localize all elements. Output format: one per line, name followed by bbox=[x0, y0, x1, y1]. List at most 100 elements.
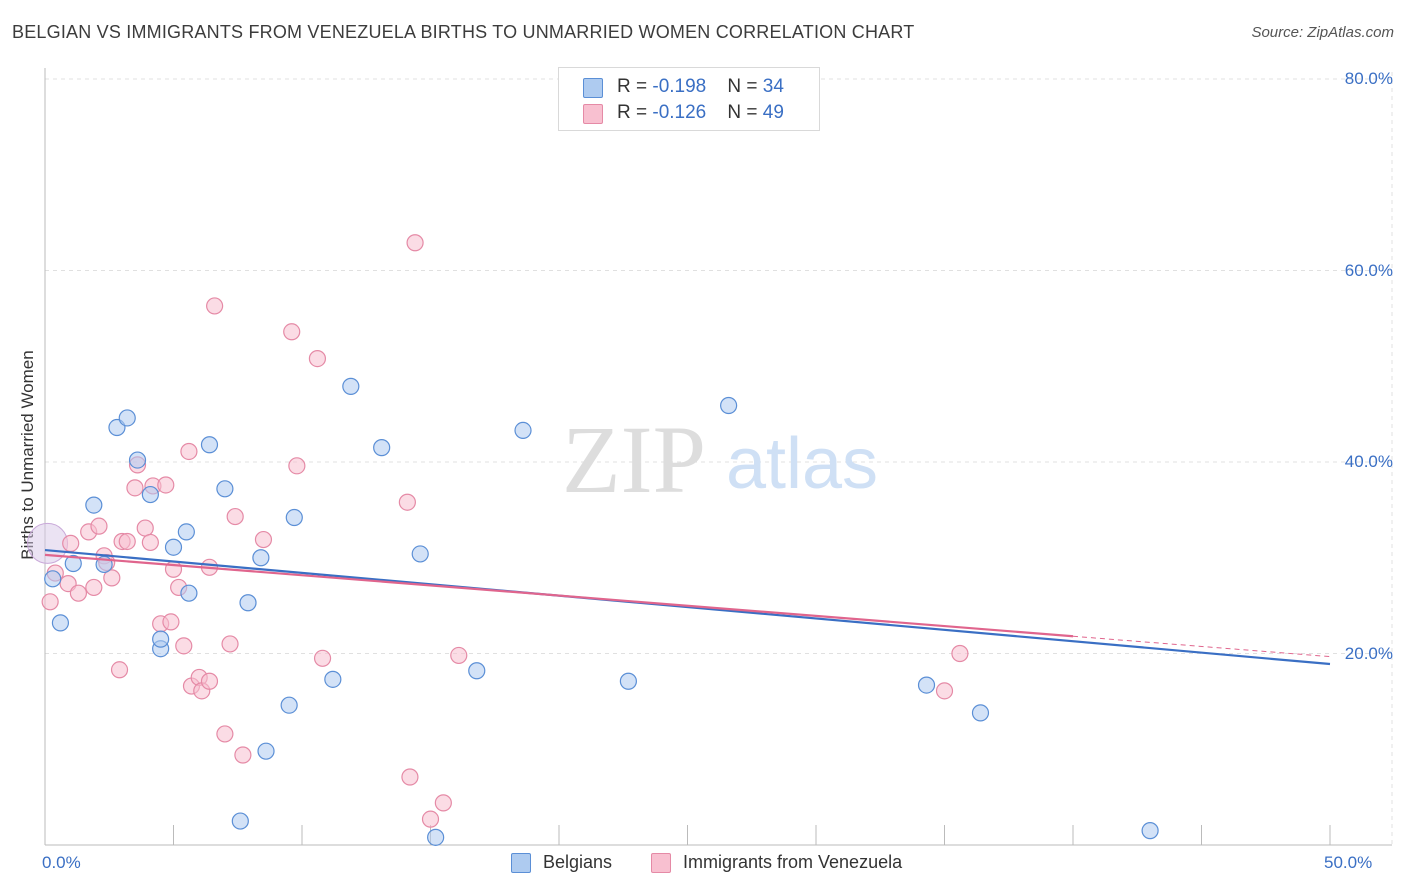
venezuela-point bbox=[254, 530, 273, 549]
belgian-point bbox=[342, 377, 360, 395]
belgian-point bbox=[280, 696, 298, 714]
y-tick-label: 40.0% bbox=[1344, 452, 1393, 471]
venezuela-trend-extension bbox=[1072, 635, 1331, 658]
x-tick-max: 50.0% bbox=[1324, 853, 1373, 872]
legend-r-value: -0.126 bbox=[652, 102, 707, 123]
trend-lines bbox=[44, 548, 1331, 666]
watermark-zip: ZIP bbox=[562, 406, 706, 513]
venezuela-point bbox=[288, 457, 306, 475]
watermark-atlas: atlas bbox=[726, 424, 878, 504]
venezuela-point bbox=[103, 569, 121, 587]
belgian-point bbox=[257, 742, 275, 760]
belgian-point bbox=[427, 828, 445, 846]
venezuela-point bbox=[175, 637, 193, 655]
y-tick-label: 80.0% bbox=[1344, 69, 1393, 88]
venezuela-point bbox=[110, 661, 129, 679]
venezuela-point bbox=[221, 635, 239, 653]
venezuela-point bbox=[216, 725, 234, 743]
belgian-point bbox=[252, 549, 270, 567]
chart-title: BELGIAN VS IMMIGRANTS FROM VENEZUELA BIR… bbox=[12, 22, 915, 42]
venezuela-point bbox=[406, 234, 424, 252]
venezuela-point bbox=[41, 593, 59, 611]
belgian-point bbox=[720, 396, 738, 415]
venezuela-point bbox=[226, 507, 244, 526]
source-label: Source: ZipAtlas.com bbox=[1251, 24, 1394, 41]
belgian-point bbox=[152, 630, 170, 648]
venezuela-point bbox=[62, 534, 80, 552]
belgian-point bbox=[44, 570, 62, 588]
y-tick-label: 20.0% bbox=[1344, 643, 1393, 663]
belgian-point bbox=[468, 662, 486, 680]
belgian-point bbox=[917, 676, 936, 694]
venezuela-point bbox=[162, 613, 180, 631]
venezuela-point bbox=[180, 442, 198, 461]
venezuela-point bbox=[450, 646, 468, 665]
venezuela-point bbox=[118, 532, 136, 551]
belgian-point bbox=[118, 409, 136, 427]
belgian-points bbox=[44, 377, 1159, 846]
bottom-legend-label-belgians: Belgians bbox=[543, 852, 613, 872]
x-tick-min: 0.0% bbox=[42, 853, 81, 872]
belgian-point bbox=[200, 436, 219, 454]
belgian-point bbox=[128, 451, 147, 469]
belgian-point bbox=[164, 538, 183, 556]
belgian-point bbox=[971, 704, 990, 722]
belgian-point bbox=[1141, 822, 1159, 840]
belgian-point bbox=[51, 614, 70, 632]
bottom-legend-label-venezuela: Immigrants from Venezuela bbox=[683, 852, 903, 872]
watermark: ZIP atlas bbox=[562, 406, 878, 513]
venezuela-point bbox=[283, 323, 301, 341]
venezuela-point bbox=[136, 519, 154, 537]
cluster-point bbox=[27, 522, 69, 564]
legend-swatch-belgians bbox=[583, 78, 603, 98]
belgian-point bbox=[411, 545, 429, 563]
venezuela-point bbox=[126, 479, 144, 497]
venezuela-point bbox=[313, 649, 332, 667]
gridlines bbox=[45, 72, 1393, 845]
venezuela-point bbox=[200, 672, 219, 690]
legend-r-label: R = bbox=[617, 76, 653, 97]
belgian-point bbox=[216, 480, 234, 498]
legend-r-label: R = bbox=[617, 102, 653, 123]
venezuela-point bbox=[234, 746, 252, 764]
legend-r-value: -0.198 bbox=[652, 76, 707, 97]
belgian-point bbox=[514, 421, 532, 440]
belgian-point bbox=[177, 523, 195, 541]
bottom-legend-swatch-venezuela bbox=[651, 853, 671, 873]
legend-n-label: N = bbox=[727, 102, 763, 123]
belgian-point bbox=[141, 485, 159, 504]
venezuela-point bbox=[398, 493, 416, 511]
legend-swatch-venezuela bbox=[583, 104, 603, 124]
belgian-point bbox=[64, 554, 82, 573]
venezuela-points bbox=[27, 234, 969, 828]
venezuela-point bbox=[434, 794, 452, 812]
venezuela-trend-line bbox=[44, 553, 1074, 638]
venezuela-point bbox=[157, 476, 175, 494]
belgian-point bbox=[239, 594, 257, 612]
venezuela-point bbox=[69, 584, 88, 602]
venezuela-point bbox=[85, 578, 103, 597]
belgian-point bbox=[180, 584, 198, 602]
belgian-point bbox=[619, 672, 637, 690]
venezuela-point bbox=[421, 810, 440, 828]
venezuela-point bbox=[90, 517, 108, 535]
belgian-point bbox=[324, 670, 342, 688]
y-tick-label: 60.0% bbox=[1344, 260, 1393, 280]
belgian-point bbox=[231, 812, 249, 830]
belgian-point bbox=[285, 508, 303, 527]
bottom-legend-swatch-belgians bbox=[511, 853, 531, 873]
venezuela-point bbox=[401, 768, 419, 786]
venezuela-point bbox=[308, 349, 327, 368]
belgian-point bbox=[373, 439, 391, 457]
venezuela-point bbox=[141, 533, 159, 552]
legend-n-value: 49 bbox=[762, 102, 784, 123]
legend-n-label: N = bbox=[727, 76, 763, 97]
venezuela-point bbox=[951, 644, 969, 663]
belgian-trend-line bbox=[44, 548, 1331, 666]
belgian-point bbox=[85, 496, 103, 514]
axes bbox=[44, 68, 1392, 846]
legend: R = -0.198 N = 34 R = -0.126 N = 49 bbox=[558, 67, 820, 131]
venezuela-point bbox=[935, 682, 954, 700]
venezuela-point bbox=[206, 297, 224, 315]
